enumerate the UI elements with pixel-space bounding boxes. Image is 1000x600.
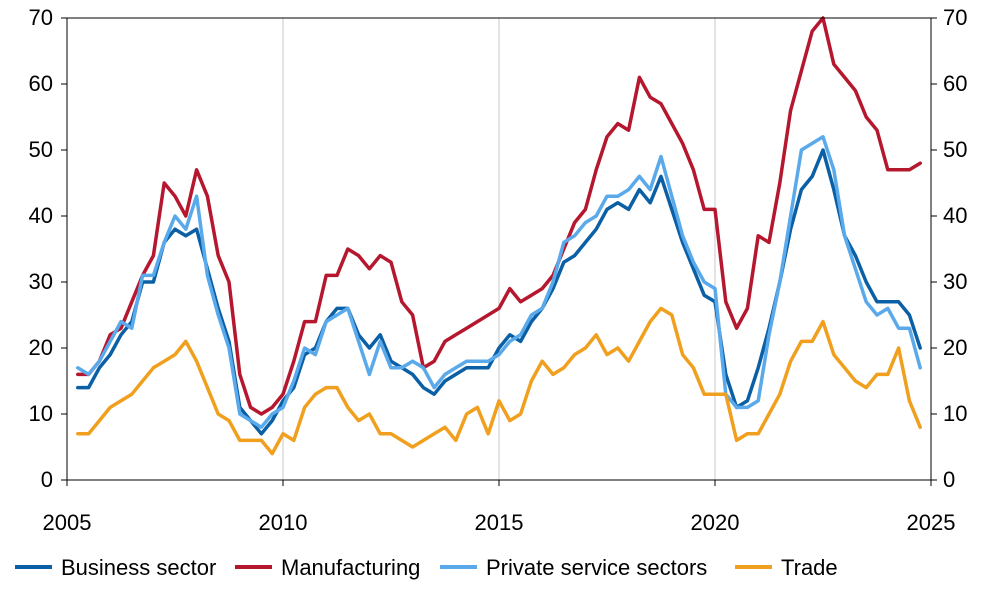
legend-label-private-service-sectors: Private service sectors	[486, 555, 707, 580]
series-line-manufacturing	[76, 16, 922, 416]
legend: Business sector Manufacturing Private serv…	[15, 555, 838, 580]
legend-label-business-sector: Business sector	[61, 555, 216, 580]
legend-label-trade: Trade	[781, 555, 838, 580]
x-tick-label: 2025	[907, 510, 956, 535]
series-lines	[76, 16, 922, 456]
y-tick-label-right: 70	[943, 5, 967, 30]
y-axis-left-labels: 0 10 20 30 40 50 60 70	[29, 5, 53, 492]
tick-marks	[61, 17, 937, 486]
x-tick-label: 2010	[259, 510, 308, 535]
x-tick-label: 2015	[475, 510, 524, 535]
y-tick-label-right: 40	[943, 203, 967, 228]
y-tick-label-right: 60	[943, 71, 967, 96]
y-tick-label-left: 0	[41, 467, 53, 492]
y-tick-label-left: 20	[29, 335, 53, 360]
y-tick-label-right: 0	[943, 467, 955, 492]
y-tick-label-right: 10	[943, 401, 967, 426]
y-tick-label-left: 10	[29, 401, 53, 426]
y-tick-label-right: 20	[943, 335, 967, 360]
y-tick-label-right: 30	[943, 269, 967, 294]
y-axis-right-labels: 0 10 20 30 40 50 60 70	[943, 5, 967, 492]
y-tick-label-right: 50	[943, 137, 967, 162]
legend-label-manufacturing: Manufacturing	[281, 555, 420, 580]
y-tick-label-left: 40	[29, 203, 53, 228]
x-axis-labels: 2005 2010 2015 2020 2025	[43, 510, 956, 535]
y-tick-label-left: 30	[29, 269, 53, 294]
series-line-private-service-sectors	[76, 135, 922, 429]
series-line-trade	[76, 306, 922, 456]
y-tick-label-left: 70	[29, 5, 53, 30]
y-tick-label-left: 50	[29, 137, 53, 162]
x-tick-label: 2020	[691, 510, 740, 535]
x-tick-label: 2005	[43, 510, 92, 535]
y-tick-label-left: 60	[29, 71, 53, 96]
